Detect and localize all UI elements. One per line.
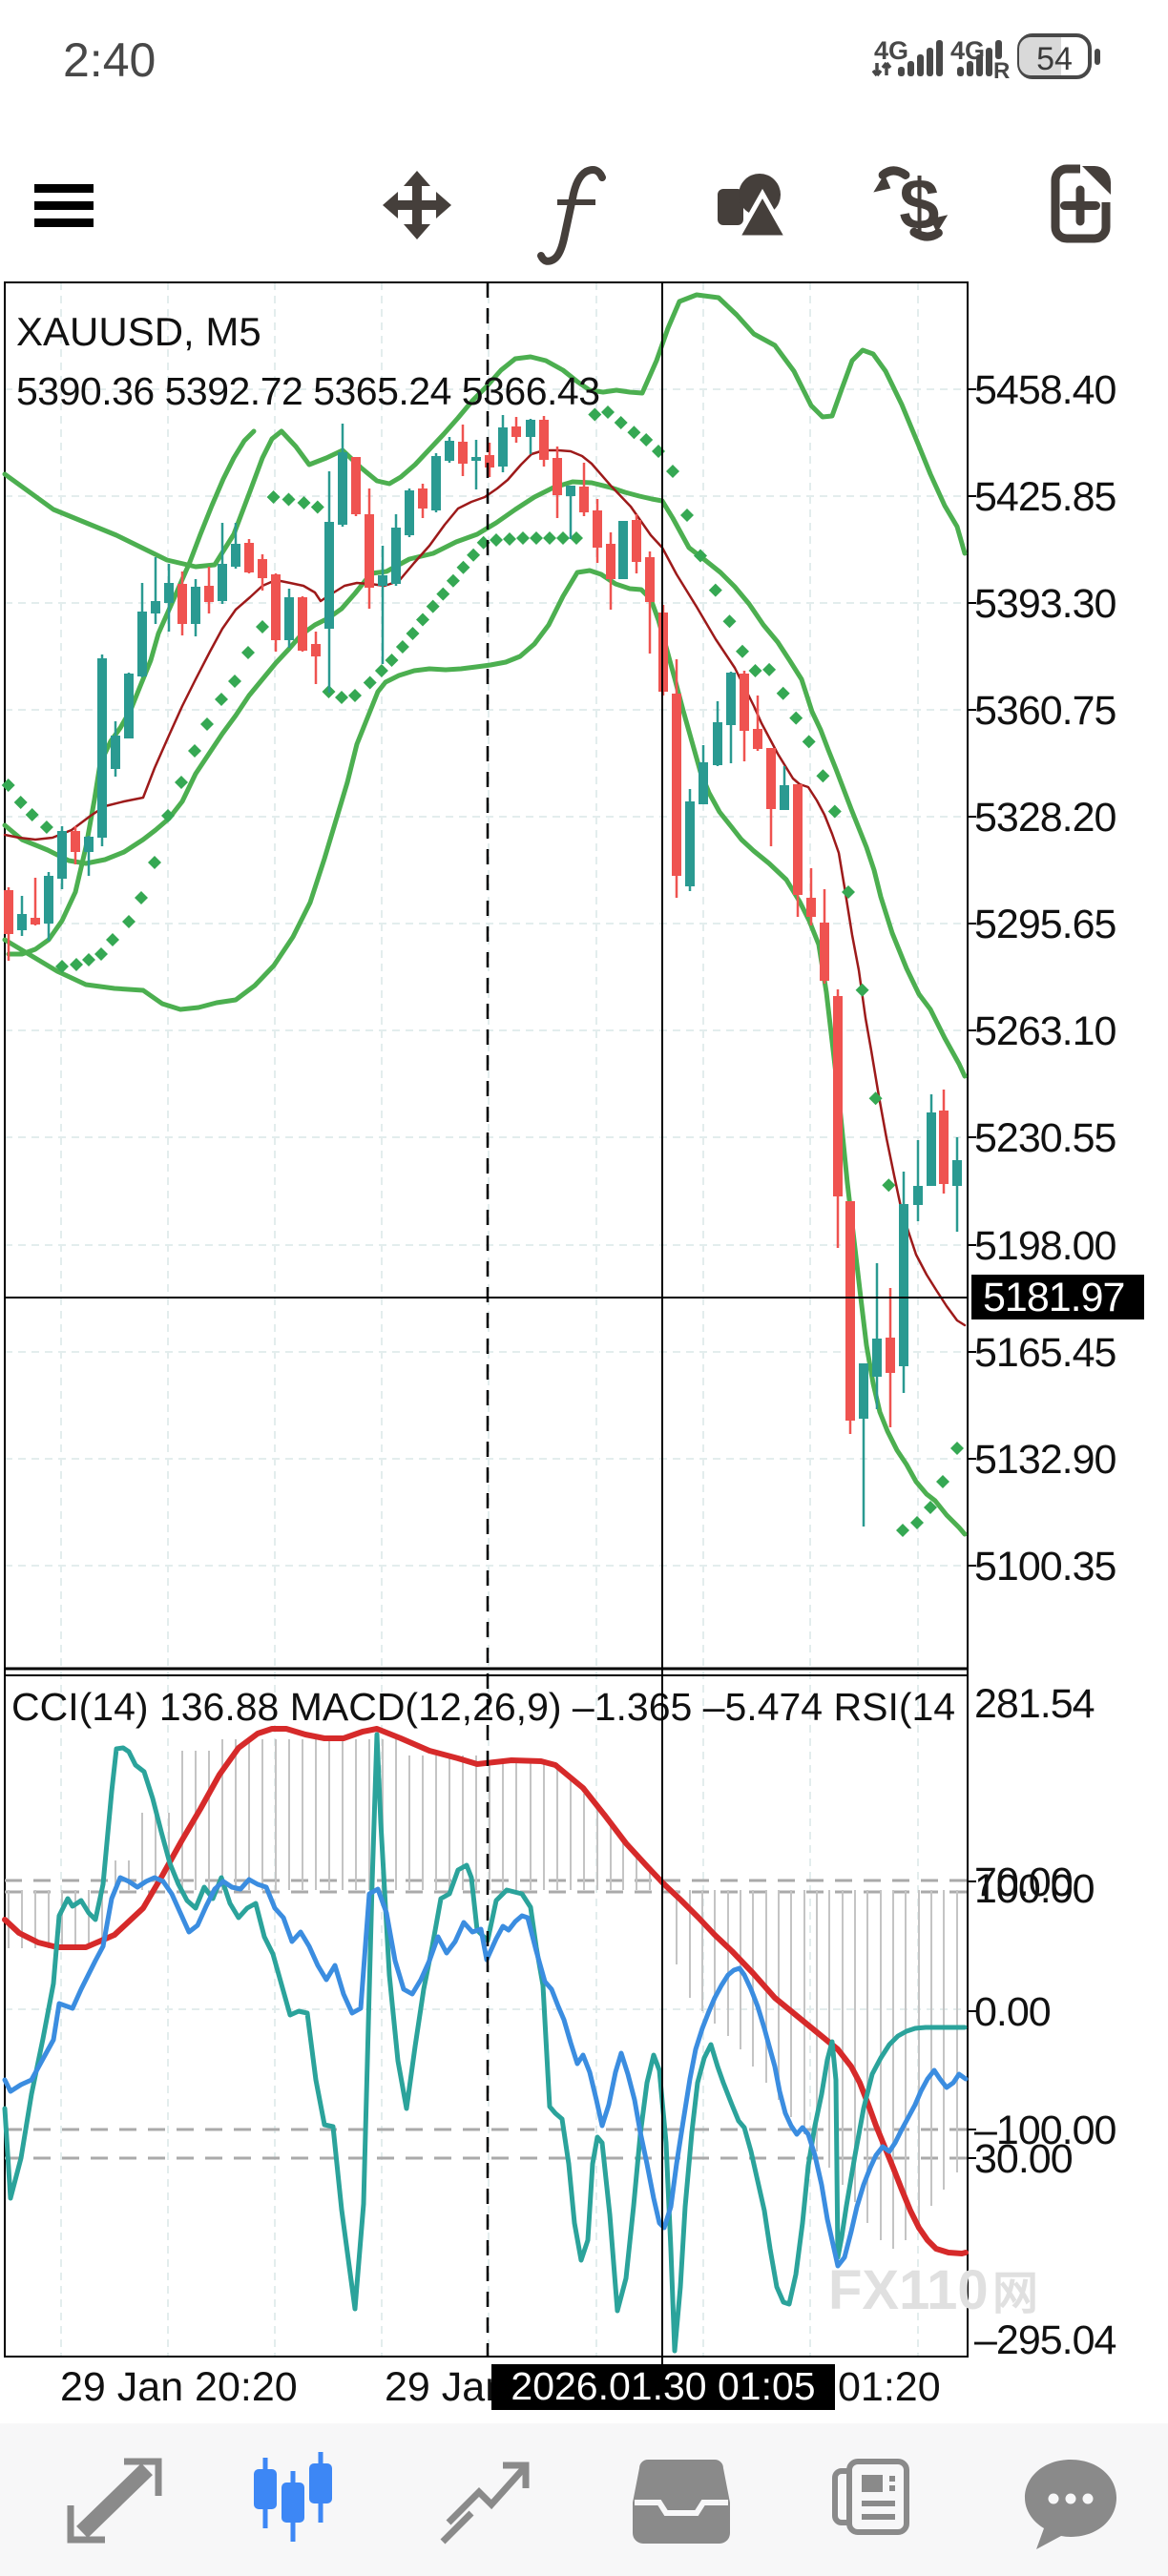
svg-text:30.00: 30.00 (974, 2136, 1073, 2182)
svg-text:5458.40: 5458.40 (974, 367, 1116, 413)
svg-text:5360.75: 5360.75 (974, 688, 1116, 734)
svg-text:5393.30: 5393.30 (974, 581, 1116, 627)
svg-text:4G: 4G (874, 36, 908, 65)
svg-text:2026.01.30 01:05: 2026.01.30 01:05 (511, 2364, 815, 2408)
svg-text:29 Jan 20:20: 29 Jan 20:20 (60, 2364, 298, 2410)
svg-text:5198.00: 5198.00 (974, 1223, 1116, 1269)
svg-text:281.54: 281.54 (974, 1681, 1095, 1727)
svg-text:–100.00: –100.00 (974, 2108, 1116, 2153)
svg-text:CCI(14) 136.88 MACD(12,26,9) –: CCI(14) 136.88 MACD(12,26,9) –1.365 –5.4… (11, 1685, 955, 1729)
svg-text:0.00: 0.00 (974, 1989, 1051, 2035)
svg-text:5100.35: 5100.35 (974, 1544, 1116, 1589)
svg-text:FX110: FX110 (828, 2259, 989, 2321)
svg-text:R: R (993, 58, 1010, 84)
svg-text:5230.55: 5230.55 (974, 1115, 1116, 1161)
svg-text:5390.36 5392.72 5365.24 5366.4: 5390.36 5392.72 5365.24 5366.43 (16, 369, 600, 413)
svg-text:5263.10: 5263.10 (974, 1008, 1116, 1054)
svg-text:5181.97: 5181.97 (983, 1275, 1124, 1320)
svg-text:–295.04: –295.04 (974, 2317, 1116, 2363)
svg-text:5425.85: 5425.85 (974, 474, 1116, 520)
svg-text:5165.45: 5165.45 (974, 1330, 1116, 1376)
svg-text:100.00: 100.00 (974, 1866, 1095, 1912)
svg-text:XAUUSD, M5: XAUUSD, M5 (16, 309, 261, 354)
svg-text:01:20: 01:20 (838, 2364, 941, 2410)
svg-text:54: 54 (1036, 41, 1073, 77)
svg-text:5328.20: 5328.20 (974, 795, 1116, 841)
svg-text:5132.90: 5132.90 (974, 1437, 1116, 1483)
svg-text:70.00: 70.00 (974, 1859, 1073, 1905)
svg-text:2:40: 2:40 (63, 33, 156, 87)
svg-text:网: 网 (992, 2269, 1038, 2319)
svg-text:5295.65: 5295.65 (974, 902, 1116, 947)
